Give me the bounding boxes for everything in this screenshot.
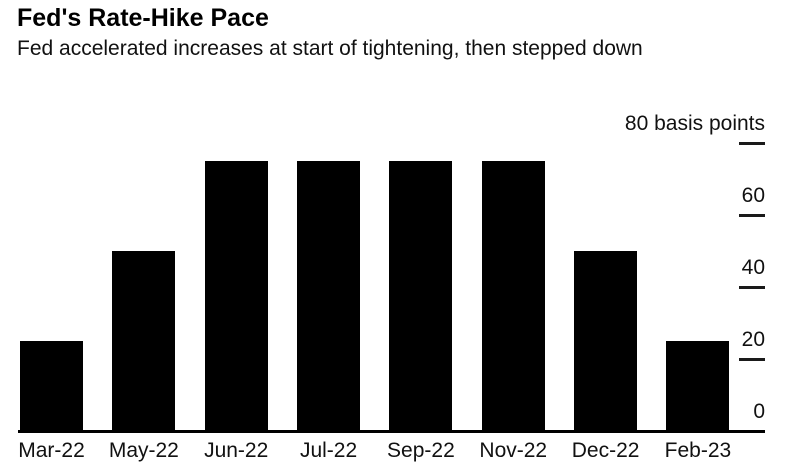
y-tick-mark — [739, 358, 765, 361]
y-tick-label: 80 basis points — [624, 112, 765, 135]
y-tick-label: 0 — [753, 400, 765, 423]
y-tick-mark — [739, 142, 765, 145]
bar-Mar-22 — [20, 341, 83, 431]
bar-Jul-22 — [297, 161, 361, 431]
y-tick-label: 40 — [741, 256, 765, 279]
y-tick-mark — [739, 214, 765, 217]
x-tick-label: Nov-22 — [479, 439, 548, 462]
x-tick-label: Jun-22 — [204, 439, 269, 462]
x-tick-label: Feb-23 — [664, 439, 732, 462]
y-tick-label: 20 — [741, 328, 765, 351]
bar-Sep-22 — [389, 161, 453, 431]
x-tick-label: Dec-22 — [571, 439, 640, 462]
bar-Feb-23 — [666, 341, 730, 431]
bar-Dec-22 — [574, 251, 638, 431]
bar-Nov-22 — [481, 161, 545, 431]
x-tick-label: Sep-22 — [387, 439, 455, 462]
x-tick-label: Jul-22 — [299, 439, 358, 462]
chart-title: Fed's Rate-Hike Pace — [17, 4, 269, 32]
bar-May-22 — [112, 251, 176, 431]
chart-subtitle: Fed accelerated increases at start of ti… — [17, 37, 643, 60]
x-tick-label: Mar-22 — [18, 439, 85, 462]
bar-Jun-22 — [204, 161, 268, 431]
x-tick-label: May-22 — [108, 439, 179, 462]
y-tick-mark — [739, 286, 765, 289]
x-axis-line — [18, 430, 765, 433]
y-tick-label: 60 — [741, 184, 765, 207]
